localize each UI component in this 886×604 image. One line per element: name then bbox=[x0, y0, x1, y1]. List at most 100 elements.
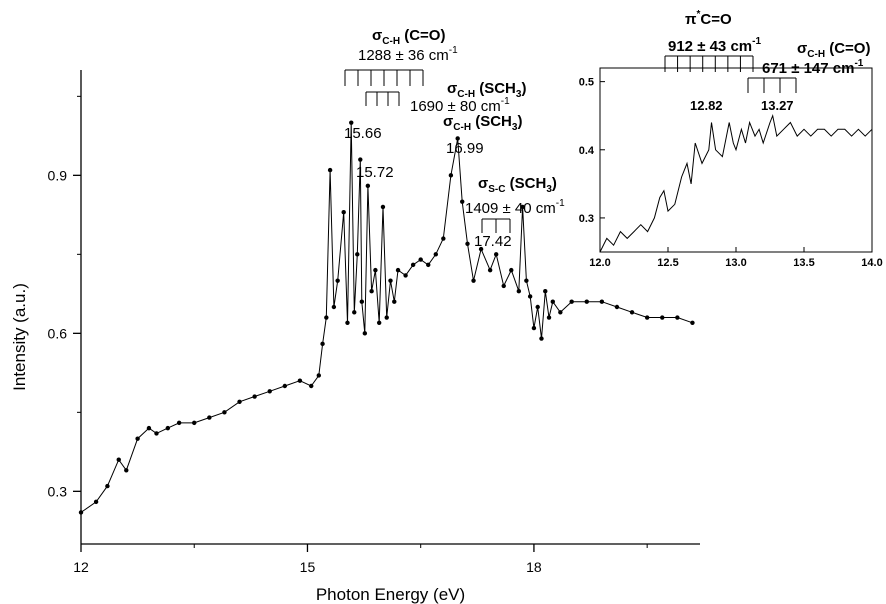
annotation-sigma-ch-sch3-2-rest2: ) bbox=[517, 113, 522, 130]
y-tick-label: 0.9 bbox=[48, 167, 68, 183]
data-point bbox=[320, 342, 324, 346]
x-tick-label: 15 bbox=[300, 559, 316, 575]
data-point bbox=[283, 384, 287, 388]
data-point bbox=[449, 173, 453, 177]
data-point bbox=[309, 384, 313, 388]
data-point bbox=[166, 426, 170, 430]
data-point bbox=[237, 400, 241, 404]
data-point bbox=[135, 436, 139, 440]
data-point bbox=[494, 252, 498, 256]
data-point bbox=[396, 268, 400, 272]
data-point bbox=[600, 300, 604, 304]
inset-peak-label-13-27: 13.27 bbox=[761, 98, 794, 113]
annotation-1409-spacing: 1409 ± 40 cm-1 bbox=[465, 198, 565, 217]
data-point bbox=[543, 289, 547, 293]
progression-comb-1409 bbox=[482, 219, 510, 233]
data-point bbox=[328, 168, 332, 172]
data-point bbox=[441, 236, 445, 240]
inset-annotation-sigma-ch-co-subscript: C-H bbox=[807, 49, 825, 60]
peak-label-17-42: 17.42 bbox=[474, 233, 512, 250]
data-point bbox=[147, 426, 151, 430]
annotation-sigma-sc-sch3-rest2: ) bbox=[552, 175, 557, 192]
data-point bbox=[675, 315, 679, 319]
inset-y-tick-label: 0.4 bbox=[579, 145, 595, 157]
annotation-1288-spacing: 1288 ± 36 cm-1 bbox=[358, 45, 458, 64]
inset-annotation-671-spacing-superscript: -1 bbox=[854, 58, 863, 69]
inset-annotation-912-spacing-superscript: -1 bbox=[752, 36, 761, 47]
inset-annotation-671-spacing: 671 ± 147 cm-1 bbox=[762, 58, 864, 77]
data-point bbox=[502, 284, 506, 288]
data-point bbox=[532, 326, 536, 330]
data-point bbox=[252, 394, 256, 398]
data-point bbox=[660, 315, 664, 319]
data-point bbox=[117, 458, 121, 462]
inset-y-tick-label: 0.3 bbox=[579, 213, 594, 225]
annotation-sigma-sc-sch3-rest: (SCH bbox=[506, 175, 547, 192]
data-point bbox=[358, 157, 362, 161]
data-point bbox=[124, 468, 128, 472]
inset-x-tick-label: 12.5 bbox=[657, 257, 678, 269]
data-point bbox=[558, 310, 562, 314]
data-point bbox=[488, 268, 492, 272]
data-point bbox=[569, 300, 573, 304]
y-axis-label: Intensity (a.u.) bbox=[10, 283, 29, 391]
data-point bbox=[222, 410, 226, 414]
annotation-sigma-ch-sch3-rest2: ) bbox=[521, 80, 526, 97]
data-point bbox=[690, 321, 694, 325]
peak-label-15-72: 15.72 bbox=[356, 164, 394, 181]
inset-x-tick-label: 14.0 bbox=[861, 257, 882, 269]
data-point bbox=[324, 315, 328, 319]
annotation-sigma-sc-sch3: σS-C (SCH3) bbox=[478, 175, 557, 195]
data-point bbox=[355, 252, 359, 256]
annotation-sigma-ch-sch3-rest: (SCH bbox=[475, 80, 516, 97]
data-point bbox=[268, 389, 272, 393]
data-point bbox=[411, 263, 415, 267]
data-point bbox=[585, 300, 589, 304]
progression-comb-1690 bbox=[366, 92, 399, 106]
inset-annotation-pi-co: π*C=O bbox=[685, 9, 732, 28]
data-point bbox=[551, 300, 555, 304]
data-point bbox=[317, 373, 321, 377]
data-point bbox=[335, 278, 339, 282]
data-point bbox=[392, 300, 396, 304]
data-point bbox=[426, 263, 430, 267]
y-tick-label: 0.6 bbox=[48, 325, 68, 341]
data-point bbox=[341, 210, 345, 214]
x-axis-label: Photon Energy (eV) bbox=[316, 585, 465, 604]
data-point bbox=[298, 379, 302, 383]
data-point bbox=[403, 273, 407, 277]
data-point bbox=[363, 331, 367, 335]
inset-x-tick-label: 13.0 bbox=[725, 257, 746, 269]
annotation-1690-spacing-superscript: -1 bbox=[501, 96, 510, 107]
data-point bbox=[332, 305, 336, 309]
data-point bbox=[385, 315, 389, 319]
x-tick-label: 12 bbox=[73, 559, 89, 575]
data-point bbox=[536, 305, 540, 309]
inset-annotation-sigma-ch-co: σC-H (C=O) bbox=[797, 40, 870, 60]
annotation-sigma-ch-co-subscript: C-H bbox=[382, 36, 400, 47]
data-point bbox=[509, 268, 513, 272]
data-point bbox=[524, 278, 528, 282]
data-point bbox=[615, 305, 619, 309]
data-point bbox=[352, 310, 356, 314]
data-point bbox=[460, 199, 464, 203]
data-point bbox=[645, 315, 649, 319]
x-tick-label: 18 bbox=[526, 559, 542, 575]
data-point bbox=[465, 242, 469, 246]
peak-label-16-99: 16.99 bbox=[446, 140, 484, 157]
data-point bbox=[377, 321, 381, 325]
annotation-sigma-ch-sch3-2-subscript: C-H bbox=[453, 122, 471, 133]
annotation-sigma-ch-sch3-2: σC-H (SCH3) bbox=[443, 113, 522, 133]
annotation-sigma-sc-sch3-subscript: S-C bbox=[488, 184, 505, 195]
annotation-sigma-sc-sch3-text: σ bbox=[478, 175, 488, 192]
annotation-1409-spacing-text: 1409 ± 40 cm bbox=[465, 200, 556, 217]
data-point bbox=[105, 484, 109, 488]
data-point bbox=[192, 421, 196, 425]
inset-annotation-671-spacing-text: 671 ± 147 cm bbox=[762, 60, 854, 77]
data-point bbox=[381, 205, 385, 209]
annotation-1288-spacing-text: 1288 ± 36 cm bbox=[358, 47, 449, 64]
data-point bbox=[528, 294, 532, 298]
inset-annotation-912-spacing: 912 ± 43 cm-1 bbox=[668, 36, 761, 55]
data-point bbox=[79, 510, 83, 514]
